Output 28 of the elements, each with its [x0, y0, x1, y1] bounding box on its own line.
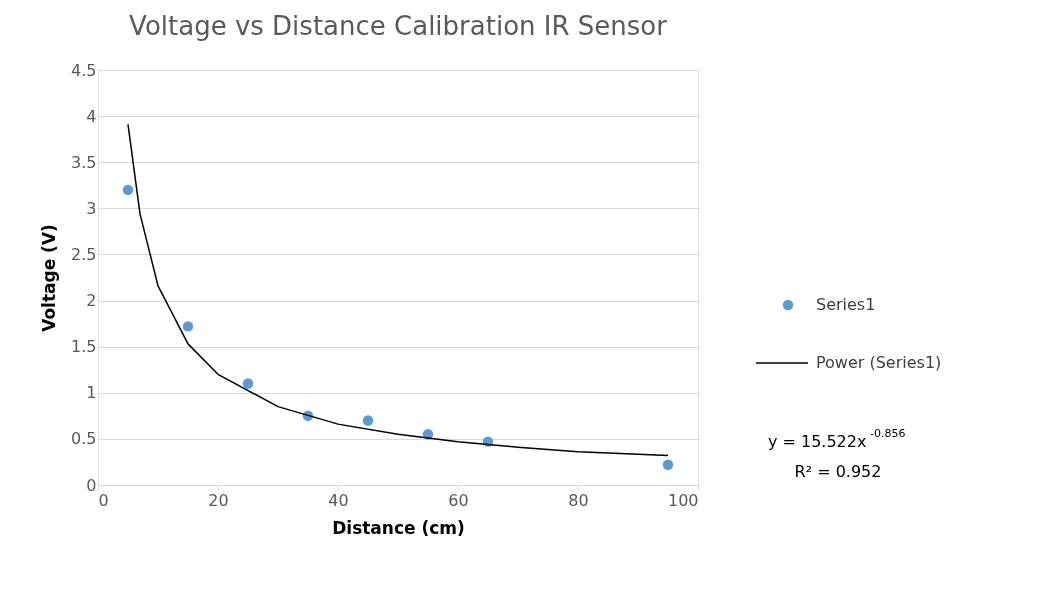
y-tick-label: 4.5	[71, 60, 97, 80]
x-tick-label: 60	[448, 490, 469, 510]
x-tick-label: 80	[568, 490, 589, 510]
x-tick-label: 40	[328, 490, 349, 510]
point	[242, 378, 254, 389]
legend-label: Series1	[816, 295, 876, 314]
y-tick-label: 3.5	[71, 152, 97, 172]
y-tick-label: 4	[86, 106, 97, 126]
text: y = 15.522x-0.856	[767, 427, 906, 451]
y-tick-label: 2.5	[71, 244, 97, 264]
y-tick-label: 3	[86, 198, 97, 218]
line-series	[127, 123, 669, 457]
y-tick-label: 1	[86, 383, 97, 403]
y-tick-label: 1.5	[71, 337, 97, 357]
point	[362, 415, 374, 426]
y-tick-label: 2	[86, 291, 97, 311]
x-axis-title: Distance (cm)	[332, 517, 465, 538]
text: R² = 0.952	[794, 462, 882, 481]
y-tick-label: 0.5	[71, 429, 97, 449]
x-tick-label: 100	[667, 490, 699, 510]
point	[182, 321, 194, 332]
y-tick-label: 0	[86, 475, 97, 495]
chart-title: Voltage vs Distance Calibration IR Sensor	[129, 11, 668, 41]
point	[662, 459, 674, 470]
x-tick-label: 20	[208, 490, 229, 510]
y-axis-title: Voltage (V)	[39, 224, 60, 332]
legend-label: Power (Series1)	[816, 353, 942, 372]
point	[122, 184, 134, 196]
